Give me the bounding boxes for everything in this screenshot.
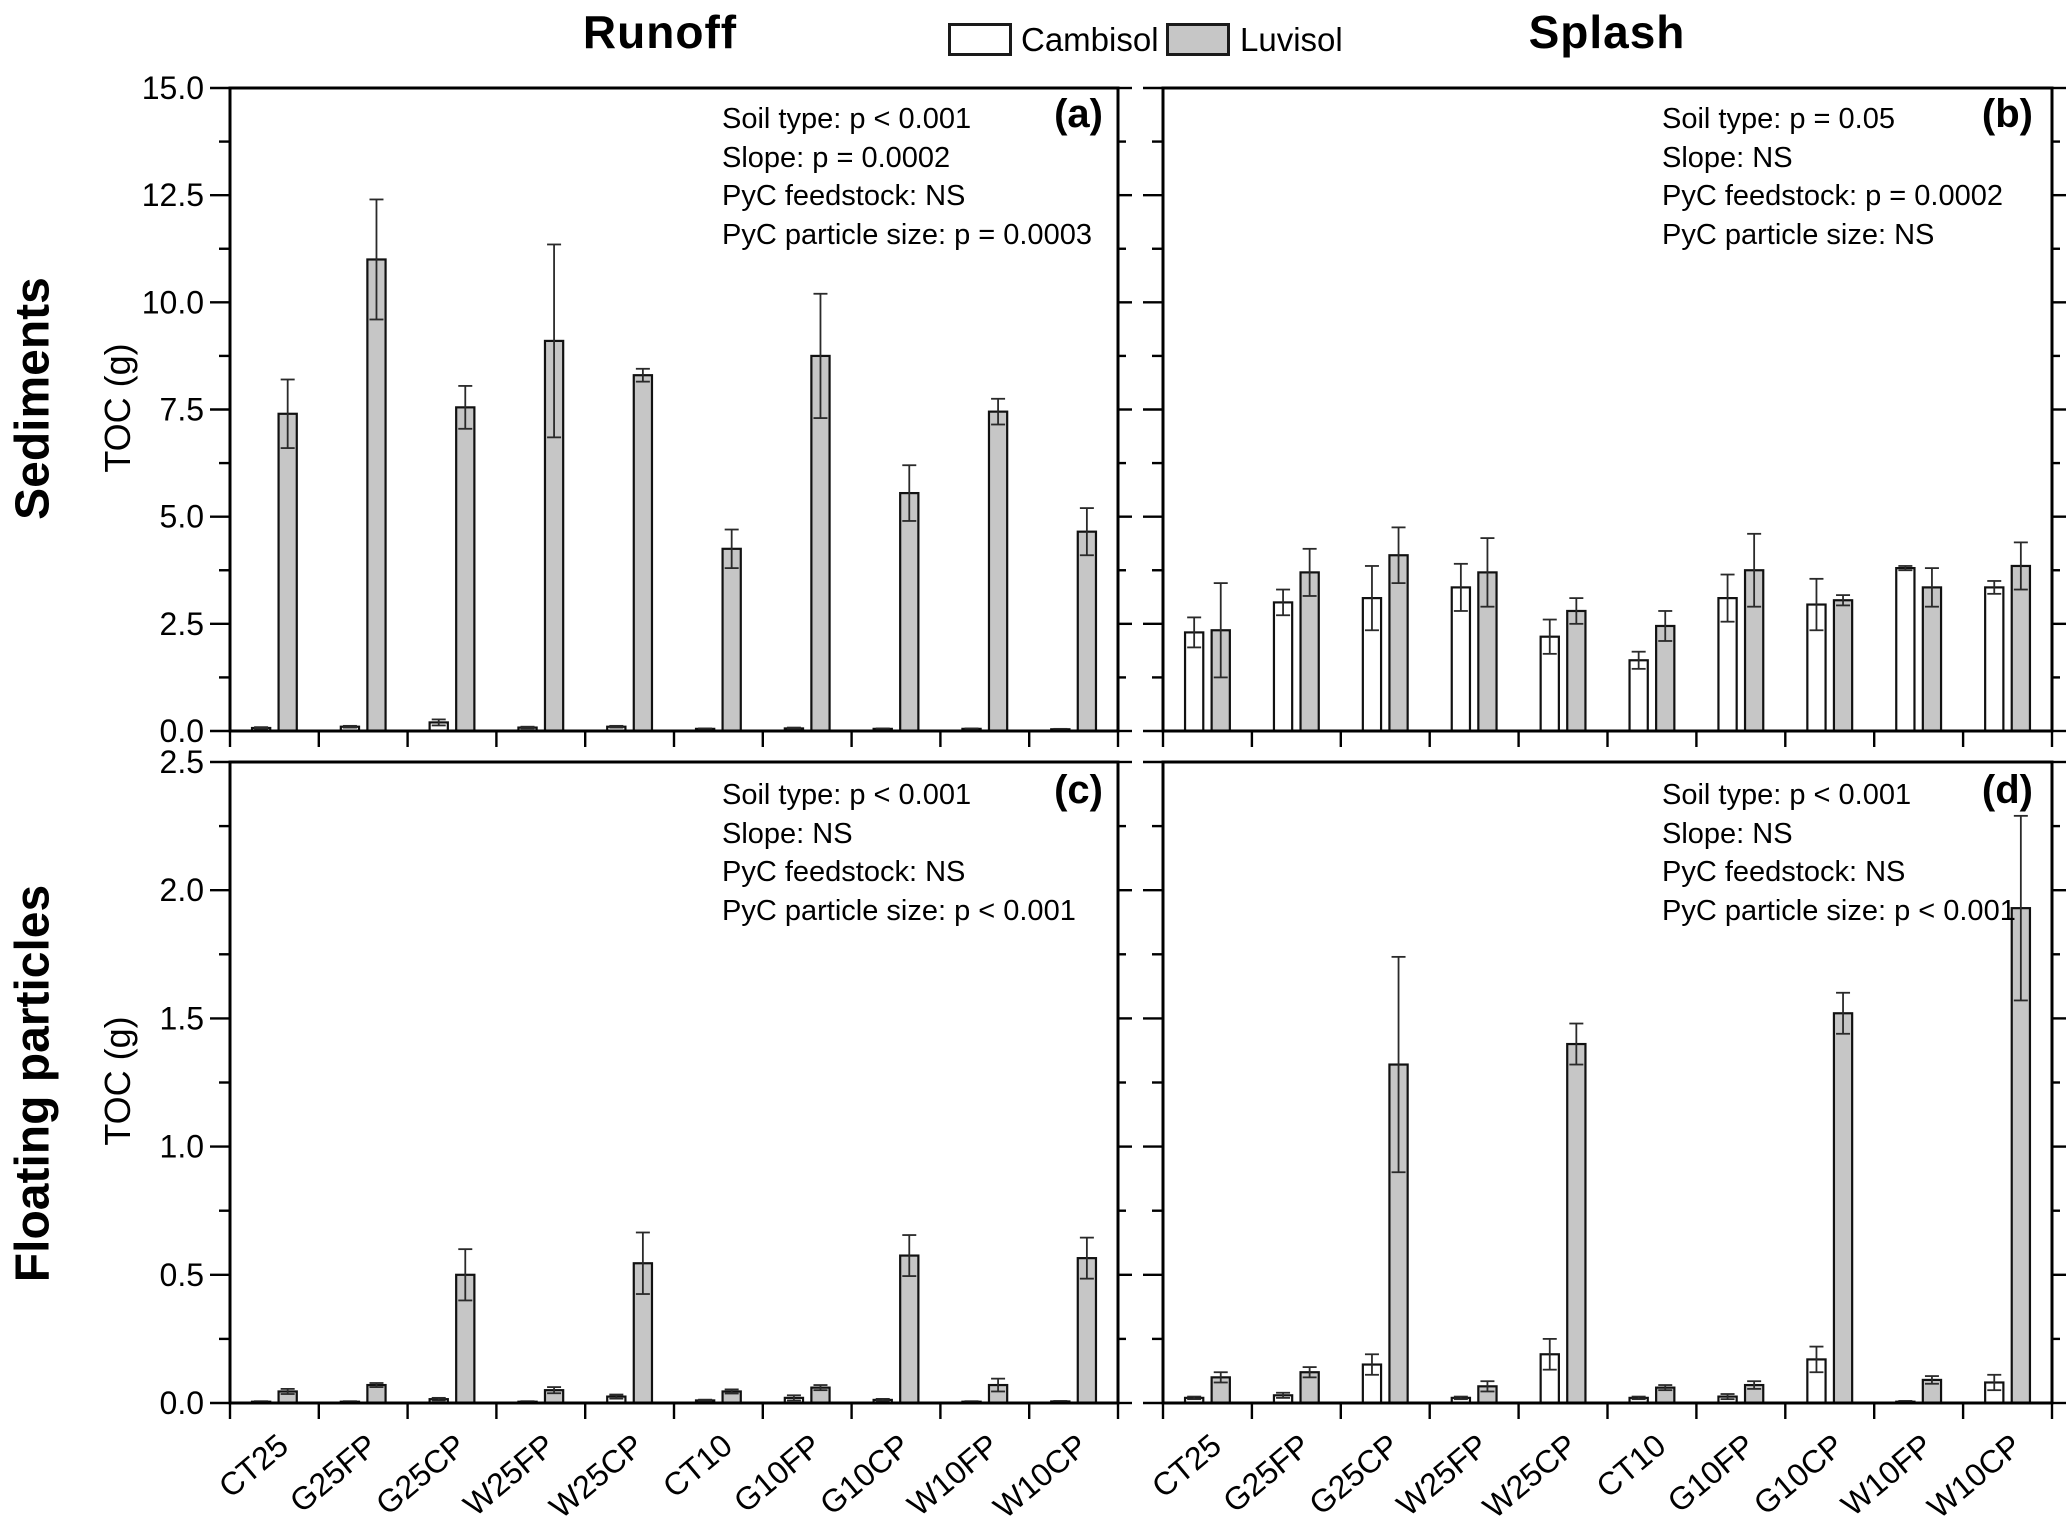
luvisol-bar-w10fp [1921, 586, 1943, 733]
luvisol-bar-g10cp [899, 1254, 920, 1405]
x-category-label-w10cp: W10CP [987, 1427, 1095, 1525]
cambisol-bar-g25fp [1272, 601, 1294, 733]
x-category-label-w25fp: W25FP [1390, 1427, 1495, 1523]
luvisol-bar-g25cp [455, 406, 476, 733]
luvisol-bar-g10cp [1832, 599, 1854, 733]
luvisol-bar-w10cp [1076, 1257, 1098, 1405]
x-category-label-ct25: CT25 [1145, 1427, 1228, 1505]
luvisol-bar-ct10 [721, 547, 742, 733]
x-category-label-ct10: CT10 [656, 1427, 739, 1505]
panel-letter-c: (c) [1054, 768, 1103, 812]
x-category-label-g25fp: G25FP [283, 1427, 384, 1520]
stats-panel-a: Soil type: p < 0.001 Slope: p = 0.0002 P… [722, 100, 1092, 254]
cambisol-bar-w10cp [1984, 586, 2005, 733]
stat-line: Slope: NS [722, 817, 853, 850]
row-label-sediments: Sediments [6, 277, 60, 520]
y-tick-label: 2.0 [160, 872, 204, 908]
y-tick-label: 2.5 [160, 606, 204, 642]
stat-line: Soil type: p < 0.001 [722, 779, 972, 811]
x-category-label-w10fp: W10FP [900, 1427, 1005, 1523]
stat-line: Soil type: p = 0.05 [1662, 103, 1895, 135]
y-tick-label: 0.5 [160, 1257, 204, 1293]
x-category-label-g25fp: G25FP [1216, 1427, 1317, 1520]
panel-border-a [228, 86, 1120, 733]
panel-border-c [228, 760, 1120, 1405]
stat-line: Slope: NS [1662, 141, 1793, 174]
stat-line: Soil type: p < 0.001 [1662, 779, 1912, 811]
x-category-label-g10cp: G10CP [813, 1427, 917, 1522]
stat-line: Slope: NS [1662, 817, 1793, 850]
x-category-label-w25cp: W25CP [543, 1427, 651, 1525]
legend-swatch-cambisol [948, 23, 1012, 56]
luvisol-bar-w25cp [632, 374, 654, 733]
x-category-label-ct25: CT25 [212, 1427, 295, 1505]
luvisol-bar-w25cp [1566, 609, 1587, 733]
y-tick-label: 1.0 [160, 1129, 204, 1165]
stat-line: PyC feedstock: NS [1662, 856, 1906, 888]
cambisol-bar-ct10 [1628, 659, 1649, 733]
y-tick-label: 7.5 [160, 392, 204, 428]
panel-letter-a: (a) [1054, 92, 1103, 136]
cambisol-bar-w10fp [1895, 567, 1916, 733]
panel-a: 0.0 2.5 5.0 7.5 10.0 12.5 15.0 [142, 70, 1132, 749]
column-title-runoff: Runoff [582, 6, 738, 58]
luvisol-bar-g10cp [899, 491, 920, 733]
y-axis-title-top: TOC (g) [97, 343, 138, 473]
legend-label-cambisol: Cambisol [1021, 21, 1159, 58]
stat-line: PyC particle size: NS [1662, 218, 1935, 251]
x-category-label-g10fp: G10FP [1661, 1427, 1762, 1520]
luvisol-bar-g25fp [366, 258, 387, 733]
y-tick-label: 2.5 [160, 744, 204, 780]
y-tick-label: 0.0 [160, 1385, 204, 1421]
panel-border-b [1161, 86, 2054, 733]
y-tick-label: 10.0 [142, 284, 204, 320]
y-tick-label: 12.5 [142, 177, 204, 213]
luvisol-bar-w25cp [1566, 1042, 1587, 1405]
stat-line: PyC feedstock: p = 0.0002 [1662, 180, 2003, 212]
x-category-label-w25cp: W25CP [1476, 1427, 1584, 1525]
x-category-label-g25cp: G25CP [369, 1427, 473, 1522]
luvisol-bar-w10fp [987, 410, 1009, 733]
y-tick-label: 5.0 [160, 499, 204, 535]
y-tick-label: 15.0 [142, 70, 204, 106]
x-category-label-w10cp: W10CP [1920, 1427, 2028, 1525]
panel-b [1143, 86, 2066, 747]
x-category-label-g10fp: G10FP [727, 1427, 828, 1520]
stat-line: PyC feedstock: NS [722, 856, 966, 888]
y-tick-label: 0.0 [160, 713, 204, 749]
x-category-label-w25fp: W25FP [456, 1427, 561, 1523]
luvisol-bar-ct25 [277, 412, 298, 733]
panel-border-d [1161, 760, 2054, 1405]
panel-letter-d: (d) [1981, 768, 2033, 812]
stat-line: PyC particle size: p < 0.001 [722, 894, 1076, 927]
luvisol-bar-w10cp [1076, 530, 1098, 733]
stats-panel-c: Soil type: p < 0.001 Slope: NS PyC feeds… [722, 776, 1076, 930]
stat-line: Soil type: p < 0.001 [722, 103, 972, 135]
stat-line: PyC feedstock: NS [722, 180, 966, 212]
x-category-label-g10cp: G10CP [1747, 1427, 1851, 1522]
stat-line: Slope: p = 0.0002 [722, 141, 951, 174]
legend-label-luvisol: Luvisol [1240, 21, 1343, 58]
x-category-label-ct10: CT10 [1589, 1427, 1672, 1505]
legend-swatch-luvisol [1166, 23, 1230, 56]
row-label-floating-particles: Floating particles [6, 884, 60, 1283]
y-axis-title-bottom: TOC (g) [97, 1016, 138, 1146]
luvisol-bar-g10cp [1832, 1012, 1854, 1405]
stats-panel-b: Soil type: p = 0.05 Slope: NS PyC feedst… [1662, 100, 2003, 254]
panel-letter-b: (b) [1981, 92, 2033, 136]
x-category-label-w10fp: W10FP [1834, 1427, 1939, 1523]
stats-panel-d: Soil type: p < 0.001 Slope: NS PyC feeds… [1662, 776, 2016, 930]
x-category-label-g25cp: G25CP [1302, 1427, 1406, 1522]
stat-line: PyC particle size: p = 0.0003 [722, 218, 1092, 251]
y-tick-label: 1.5 [160, 1000, 204, 1036]
luvisol-bar-w10cp [2010, 564, 2032, 733]
stat-line: PyC particle size: p < 0.001 [1662, 894, 2016, 927]
column-title-splash: Splash [1528, 6, 1686, 58]
